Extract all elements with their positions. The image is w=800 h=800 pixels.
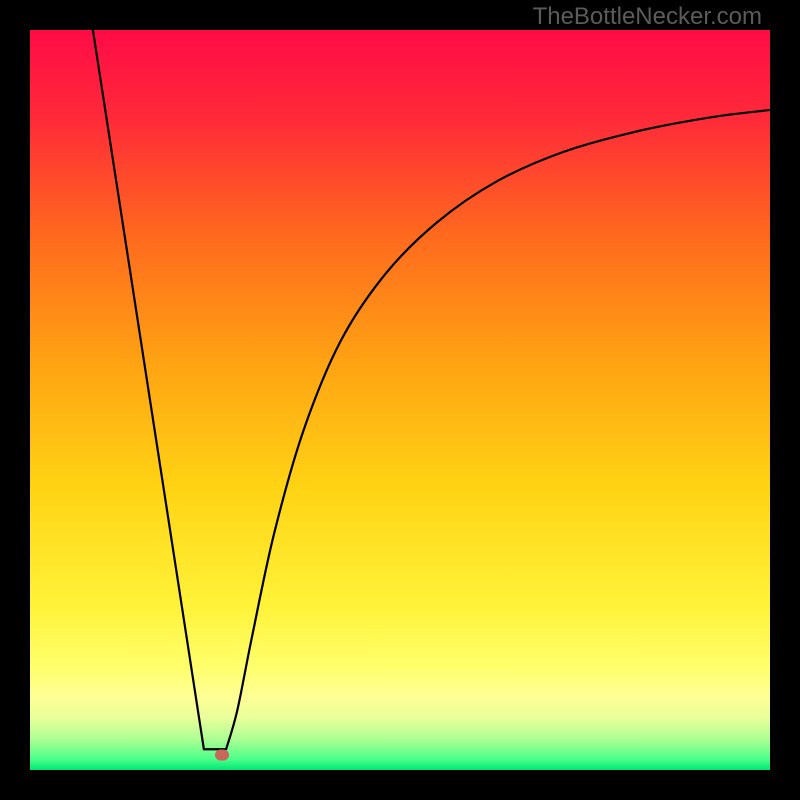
watermark-text: TheBottleNecker.com — [533, 3, 762, 31]
chart-container: TheBottleNecker.com — [0, 0, 800, 800]
curve-svg — [30, 30, 770, 770]
minimum-marker — [215, 750, 229, 761]
bottleneck-curve — [93, 30, 770, 749]
plot-area — [30, 30, 770, 770]
